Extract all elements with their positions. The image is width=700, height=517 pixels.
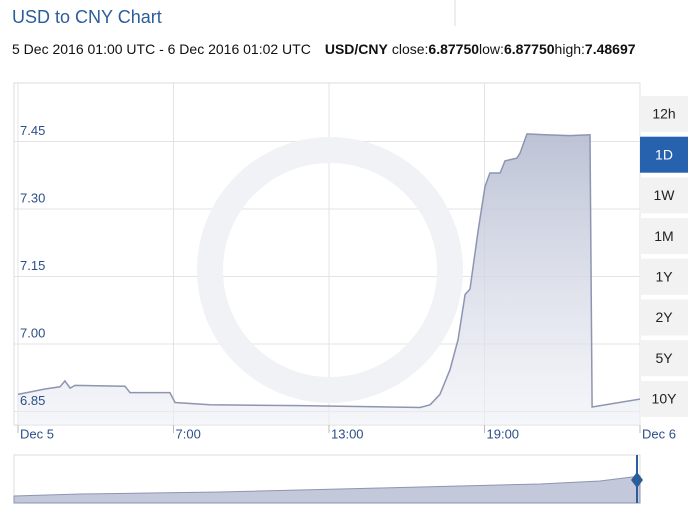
watermark <box>197 137 463 403</box>
stat-name: low: <box>479 41 504 57</box>
y-tick-label: 7.00 <box>20 325 45 340</box>
period-label[interactable]: 10Y <box>652 391 678 407</box>
period-button[interactable] <box>640 340 688 377</box>
period-label[interactable]: 1M <box>654 228 673 244</box>
line <box>17 133 641 409</box>
y-tick-label: 7.45 <box>20 123 45 138</box>
period-button[interactable] <box>640 136 688 173</box>
chart-title: USD to CNY Chart <box>12 7 162 27</box>
x-tick-label: 13:00 <box>331 426 364 441</box>
stat-value: 7.48697 <box>585 41 636 57</box>
x-tick-label: 19:00 <box>487 426 520 441</box>
pair: USD/CNY <box>325 41 389 57</box>
period-label[interactable]: 1D <box>655 146 673 162</box>
period-button[interactable] <box>640 218 688 255</box>
period-button[interactable] <box>640 96 688 132</box>
date-range: 5 Dec 2016 01:00 UTC - 6 Dec 2016 01:02 … <box>12 41 311 57</box>
period-label[interactable]: 2Y <box>655 309 673 325</box>
period-button[interactable] <box>640 258 688 295</box>
stat-name: high: <box>555 41 585 57</box>
stat-value: 6.87750 <box>428 41 479 57</box>
x-tick-label: Dec 6 <box>642 426 676 441</box>
y-tick-label: 7.30 <box>20 190 45 205</box>
period-button[interactable] <box>640 299 688 336</box>
area <box>18 133 640 425</box>
y-tick-label: 7.15 <box>20 258 45 273</box>
subtitle: 5 Dec 2016 01:00 UTC - 6 Dec 2016 01:02 … <box>12 41 636 57</box>
navigator-handle-grip[interactable] <box>631 472 643 488</box>
period-label[interactable]: 12h <box>652 106 675 122</box>
stat-name: close: <box>392 41 429 57</box>
period-button[interactable] <box>640 177 688 214</box>
x-tick-label: 7:00 <box>176 426 201 441</box>
period-label[interactable]: 1W <box>654 187 676 203</box>
period-label[interactable]: 1Y <box>655 269 673 285</box>
x-tick-label: Dec 5 <box>20 426 54 441</box>
y-tick-label: 6.85 <box>20 393 45 408</box>
period-button[interactable] <box>640 380 688 417</box>
stat-value: 6.87750 <box>504 41 555 57</box>
period-label[interactable]: 5Y <box>655 350 673 366</box>
